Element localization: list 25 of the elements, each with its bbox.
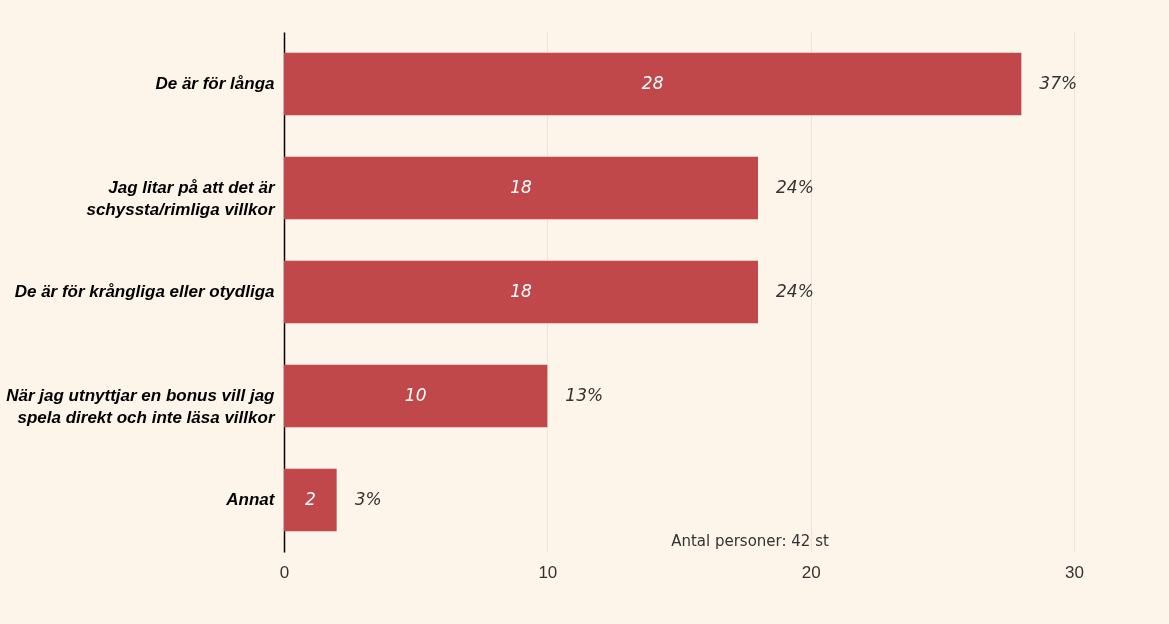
- x-tick-label: 0: [279, 562, 290, 582]
- data-label: 10: [404, 385, 427, 405]
- bar: [284, 156, 758, 220]
- y-tick-label: Annat: [225, 490, 276, 509]
- bar: [284, 52, 1022, 116]
- bar: [284, 364, 548, 428]
- x-tick-label: 20: [801, 562, 821, 582]
- y-tick-label: Jag litar på att det är schyssta/rimliga villkor: [86, 178, 276, 219]
- x-tick-label: 30: [1065, 562, 1084, 582]
- data-label: 18: [510, 281, 532, 301]
- data-label: 28: [641, 73, 664, 93]
- y-tick-label: De är för krångliga eller otydliga: [14, 282, 275, 301]
- annotation: 13%: [565, 385, 604, 405]
- bar: [284, 468, 337, 532]
- data-label: 2: [304, 489, 316, 509]
- annotation: 24%: [776, 177, 814, 197]
- y-tick-label: De är för långa: [155, 74, 275, 93]
- annotation: 37%: [1039, 73, 1078, 93]
- bar: [284, 260, 758, 324]
- x-tick-label: 10: [538, 562, 558, 582]
- annotation: Antal personer: 42 st: [671, 532, 829, 550]
- annotation: 24%: [776, 281, 814, 301]
- y-tick-label: När jag utnyttjar en bonus vill jag spela direkt och inte läsa villkor: [6, 386, 276, 427]
- data-label: 18: [510, 177, 532, 197]
- annotation: 3%: [354, 489, 382, 509]
